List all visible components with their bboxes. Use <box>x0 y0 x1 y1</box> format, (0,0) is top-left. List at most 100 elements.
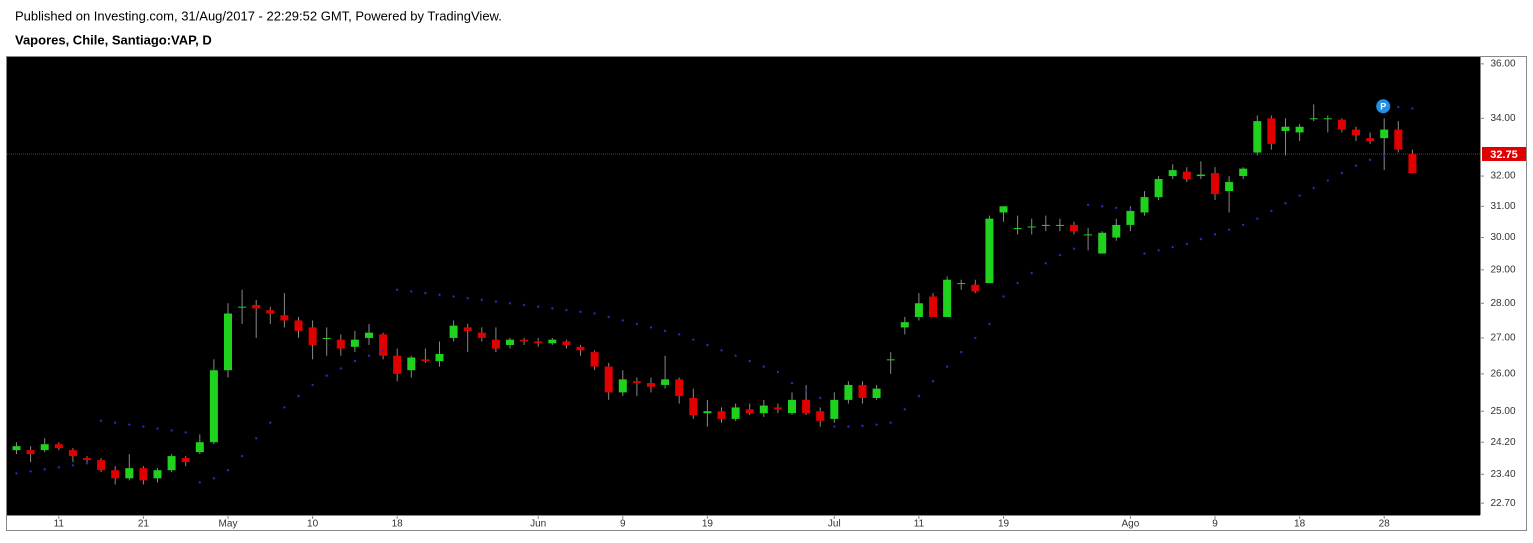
candle-body <box>1352 129 1360 136</box>
sar-dot <box>762 365 765 368</box>
candle-body <box>1211 173 1219 195</box>
sar-dot <box>889 421 892 424</box>
sar-dot <box>847 425 850 428</box>
sar-dot <box>325 374 328 377</box>
sar-dot <box>1213 233 1217 236</box>
published-note: Published on Investing.com, 31/Aug/2017 … <box>15 8 502 23</box>
sar-dot <box>43 468 46 471</box>
candle-body <box>1408 153 1417 174</box>
x-tick-label: 11 <box>54 519 65 530</box>
candle-body <box>1041 224 1050 226</box>
sar-dot <box>1397 105 1400 109</box>
sar-dot <box>339 367 342 370</box>
candle-body <box>463 327 472 331</box>
x-tick-label: 10 <box>307 519 319 530</box>
x-tick-label: Jul <box>828 519 841 530</box>
candle-body <box>209 370 218 443</box>
candle-body <box>153 470 162 479</box>
x-tick-label: 11 <box>914 519 925 530</box>
candle-body <box>661 379 670 385</box>
sar-dot <box>917 394 921 398</box>
candle-body <box>647 383 655 387</box>
sar-dot <box>1058 253 1062 257</box>
sar-dot <box>748 359 751 363</box>
candle-body <box>1196 174 1205 177</box>
y-tick-label: 23.40 <box>1490 469 1515 480</box>
sar-dot <box>353 359 357 363</box>
candle-body <box>280 315 289 321</box>
x-tick-label: 9 <box>620 519 626 530</box>
candle-body <box>506 339 514 346</box>
candle-body <box>957 283 966 285</box>
sar-dot <box>692 338 695 341</box>
candle-body <box>1027 226 1036 228</box>
x-tick-label: 18 <box>1294 519 1306 530</box>
candle-body <box>1154 179 1163 198</box>
candle-body <box>1337 119 1346 130</box>
candle-body <box>1098 232 1107 254</box>
candle-body <box>590 352 599 367</box>
sar-dot <box>170 429 173 432</box>
candle-body <box>534 341 543 344</box>
sar-dot <box>663 329 667 333</box>
candle-body <box>54 444 63 449</box>
candle-body <box>449 325 458 338</box>
sar-dot <box>565 308 568 312</box>
candle-body <box>1380 129 1389 139</box>
x-tick-label: Jun <box>530 519 546 530</box>
sar-dot <box>367 354 371 357</box>
candle-body <box>83 458 91 461</box>
sar-dot <box>931 380 935 383</box>
sar-dot <box>1143 252 1146 255</box>
candle-body <box>1070 224 1078 232</box>
sar-dot <box>1354 164 1358 167</box>
sar-dot <box>1270 209 1273 213</box>
candle-body <box>421 359 430 362</box>
sar-dot <box>960 350 963 354</box>
sar-dot <box>1411 107 1414 110</box>
sar-dot <box>466 296 469 300</box>
candle-body <box>943 279 952 317</box>
plot-area <box>7 57 1480 515</box>
candle-body <box>576 346 585 351</box>
sar-dot <box>1242 223 1245 227</box>
candle-body <box>1253 121 1262 153</box>
sar-dot <box>861 424 864 428</box>
sar-dot <box>1284 202 1287 205</box>
x-tick-label: May <box>219 519 238 530</box>
sar-dot <box>649 326 653 329</box>
sar-dot <box>128 423 131 426</box>
candle-body <box>520 339 529 342</box>
candle-body <box>1182 171 1191 180</box>
candle-body <box>68 450 77 457</box>
last-price-label: 32.75 <box>1490 149 1518 161</box>
sar-dot <box>212 477 216 480</box>
sar-dot <box>988 322 991 326</box>
sar-dot <box>1185 242 1189 246</box>
y-tick-label: 29.00 <box>1490 264 1515 275</box>
y-tick-label: 36.00 <box>1490 58 1515 69</box>
y-tick-label: 30.00 <box>1490 232 1515 243</box>
candle-body <box>97 460 106 471</box>
y-tick-label: 27.00 <box>1490 333 1515 344</box>
candle-body <box>1055 224 1064 226</box>
sar-dot <box>142 425 145 428</box>
sar-dot <box>381 349 385 352</box>
candle-body <box>886 359 895 361</box>
candle-body <box>985 218 994 284</box>
candle-body <box>350 339 359 347</box>
sar-dot <box>114 421 117 424</box>
candle-body <box>167 456 176 471</box>
sar-dot <box>57 466 60 469</box>
candle-body <box>745 409 754 414</box>
candle-body <box>435 353 444 362</box>
sar-dot <box>240 454 244 458</box>
candle-body <box>139 468 148 481</box>
candle-body <box>379 334 388 356</box>
candle-body <box>1140 197 1149 213</box>
candle-body <box>1323 118 1332 120</box>
candle-body <box>802 399 811 414</box>
sar-dot <box>579 310 582 314</box>
